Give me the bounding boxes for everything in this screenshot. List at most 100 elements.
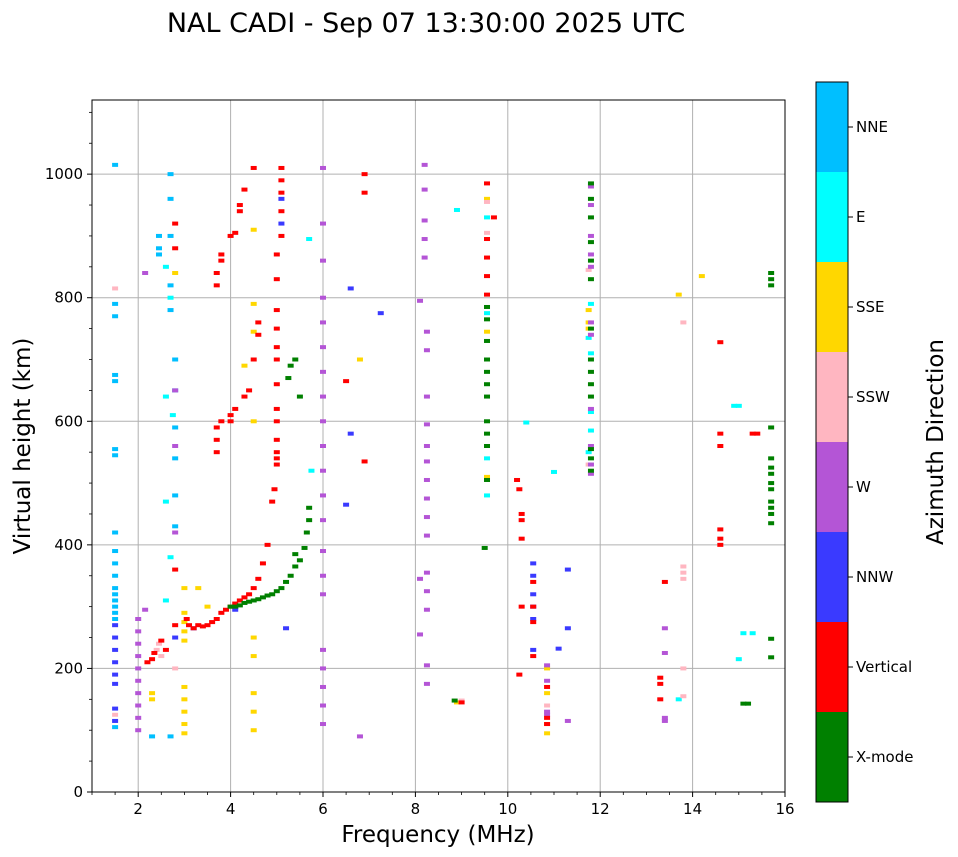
- data-point: [259, 561, 266, 566]
- data-point: [320, 573, 326, 578]
- data-point: [544, 678, 551, 683]
- data-point: [149, 691, 156, 696]
- data-point: [484, 274, 491, 279]
- data-point: [172, 524, 179, 529]
- data-point: [135, 703, 142, 708]
- data-point: [112, 672, 119, 677]
- y-tick-label: 800: [54, 289, 83, 307]
- data-point: [241, 595, 248, 600]
- data-point: [518, 604, 525, 609]
- data-point: [484, 382, 491, 387]
- data-point: [423, 329, 430, 334]
- data-point: [423, 663, 430, 668]
- y-tick-label: 0: [73, 783, 83, 801]
- data-point: [172, 666, 179, 671]
- data-point: [246, 592, 253, 597]
- data-point: [347, 286, 354, 291]
- data-point: [320, 647, 326, 652]
- data-point: [273, 357, 280, 362]
- data-point: [232, 604, 239, 609]
- data-point: [587, 326, 594, 331]
- data-point: [135, 715, 142, 720]
- data-point: [661, 650, 668, 655]
- data-point: [675, 292, 682, 297]
- data-point: [250, 419, 257, 424]
- data-point: [518, 518, 525, 523]
- data-point: [523, 420, 530, 425]
- data-point: [218, 610, 225, 615]
- data-point: [698, 274, 705, 279]
- data-point: [236, 598, 243, 603]
- data-point: [181, 731, 188, 736]
- data-point: [167, 283, 174, 288]
- data-point: [735, 403, 742, 408]
- data-point: [768, 465, 775, 470]
- data-point: [484, 357, 491, 362]
- data-point: [222, 607, 229, 612]
- data-point: [153, 647, 160, 652]
- data-point: [657, 697, 664, 702]
- data-point: [167, 308, 174, 313]
- data-point: [587, 369, 594, 374]
- data-point: [320, 722, 326, 727]
- data-point: [250, 165, 257, 170]
- colorbar-segment: [816, 82, 848, 172]
- data-point: [530, 579, 537, 584]
- data-point: [587, 233, 594, 238]
- data-point: [516, 672, 523, 677]
- data-point: [296, 558, 303, 563]
- data-point: [135, 654, 142, 659]
- data-point: [149, 734, 156, 739]
- data-point: [172, 425, 179, 430]
- data-point: [112, 718, 119, 723]
- data-point: [155, 641, 162, 646]
- data-point: [273, 462, 280, 467]
- data-point: [255, 320, 262, 325]
- data-point: [236, 209, 243, 214]
- y-tick-label: 600: [54, 412, 83, 430]
- data-point: [167, 172, 174, 177]
- data-point: [740, 701, 747, 706]
- series-vertical: [144, 165, 761, 727]
- data-point: [484, 292, 491, 297]
- data-point: [423, 422, 430, 427]
- data-point: [278, 196, 285, 201]
- data-point: [172, 623, 179, 628]
- data-point: [320, 394, 326, 399]
- data-point: [151, 650, 158, 655]
- data-point: [271, 487, 278, 492]
- data-point: [112, 314, 119, 319]
- data-point: [544, 712, 551, 717]
- data-point: [292, 357, 299, 362]
- series-e: [162, 207, 756, 702]
- colorbar-segment: [816, 352, 848, 442]
- data-point: [717, 536, 724, 541]
- data-point: [195, 623, 202, 628]
- data-point: [250, 691, 257, 696]
- data-point: [273, 326, 280, 331]
- data-point: [484, 329, 491, 334]
- data-point: [587, 277, 594, 282]
- data-point: [484, 215, 491, 220]
- data-point: [213, 617, 220, 621]
- data-point: [232, 230, 239, 235]
- data-point: [283, 626, 290, 631]
- data-point: [768, 636, 775, 641]
- data-point: [181, 610, 188, 615]
- data-point: [484, 493, 491, 498]
- data-point: [292, 552, 299, 557]
- data-point: [135, 728, 142, 733]
- data-point: [484, 237, 491, 242]
- data-point: [484, 181, 491, 186]
- data-point: [587, 258, 594, 263]
- data-point: [661, 718, 668, 723]
- data-point: [587, 264, 594, 269]
- data-point: [303, 530, 310, 535]
- data-point: [255, 332, 262, 337]
- data-point: [530, 592, 537, 597]
- data-point: [273, 308, 280, 313]
- data-point: [232, 601, 239, 606]
- data-point: [273, 382, 280, 387]
- data-point: [301, 545, 308, 550]
- data-point: [320, 468, 326, 473]
